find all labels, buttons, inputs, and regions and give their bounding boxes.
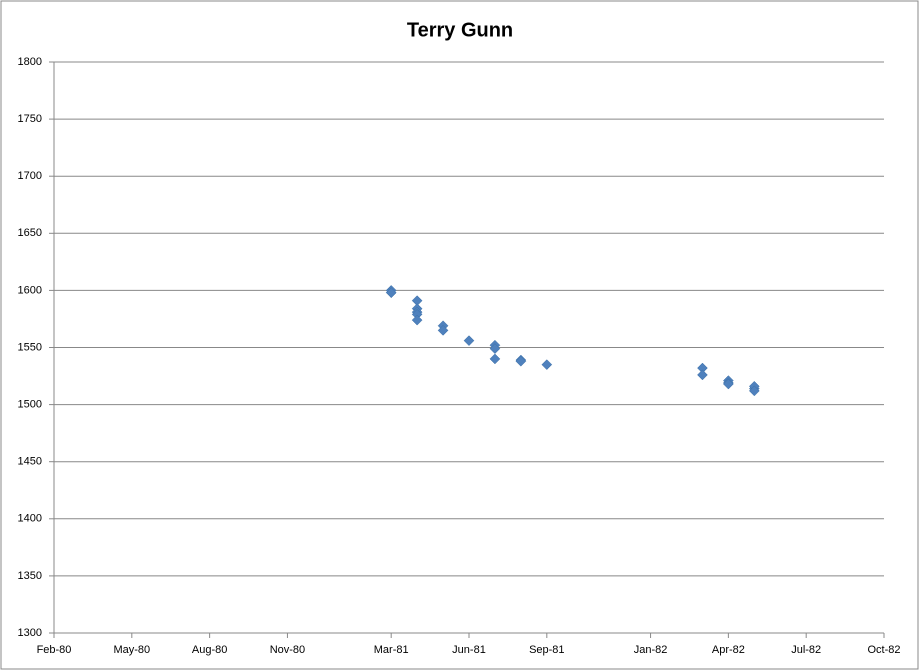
y-tick-label: 1800	[18, 56, 42, 68]
x-tick-label: Sep-81	[529, 644, 564, 656]
x-tick-label: Mar-81	[374, 644, 409, 656]
data-point	[748, 385, 760, 397]
x-tick-label: May-80	[113, 644, 150, 656]
data-point	[437, 325, 449, 336]
x-tick-label: Jul-82	[791, 644, 821, 656]
y-tick-label: 1500	[18, 399, 42, 411]
x-tick-label: Jun-81	[452, 644, 486, 656]
data-point	[723, 378, 734, 390]
x-tick-label: Nov-80	[270, 644, 305, 656]
x-tick-label: Oct-82	[867, 644, 900, 656]
x-tick-label: Apr-82	[712, 644, 745, 656]
data-point	[411, 314, 423, 326]
data-point	[385, 287, 397, 299]
y-tick-label: 1700	[18, 170, 42, 182]
y-tick-label: 1550	[18, 341, 42, 353]
y-tick-label: 1650	[18, 227, 42, 239]
x-tick-label: Feb-80	[37, 644, 72, 656]
chart-title: Terry Gunn	[407, 19, 513, 41]
x-tick-label: Jan-82	[634, 644, 668, 656]
data-point	[541, 359, 553, 370]
y-tick-label: 1400	[18, 513, 42, 525]
data-point	[515, 355, 527, 367]
data-point	[489, 353, 501, 365]
y-tick-label: 1750	[18, 113, 42, 125]
data-point	[463, 335, 475, 347]
x-tick-label: Aug-80	[192, 644, 227, 656]
y-tick-label: 1450	[18, 456, 42, 468]
y-tick-label: 1350	[18, 570, 42, 582]
y-tick-label: 1600	[18, 284, 42, 296]
y-tick-label: 1300	[18, 627, 42, 639]
data-point	[697, 369, 708, 381]
